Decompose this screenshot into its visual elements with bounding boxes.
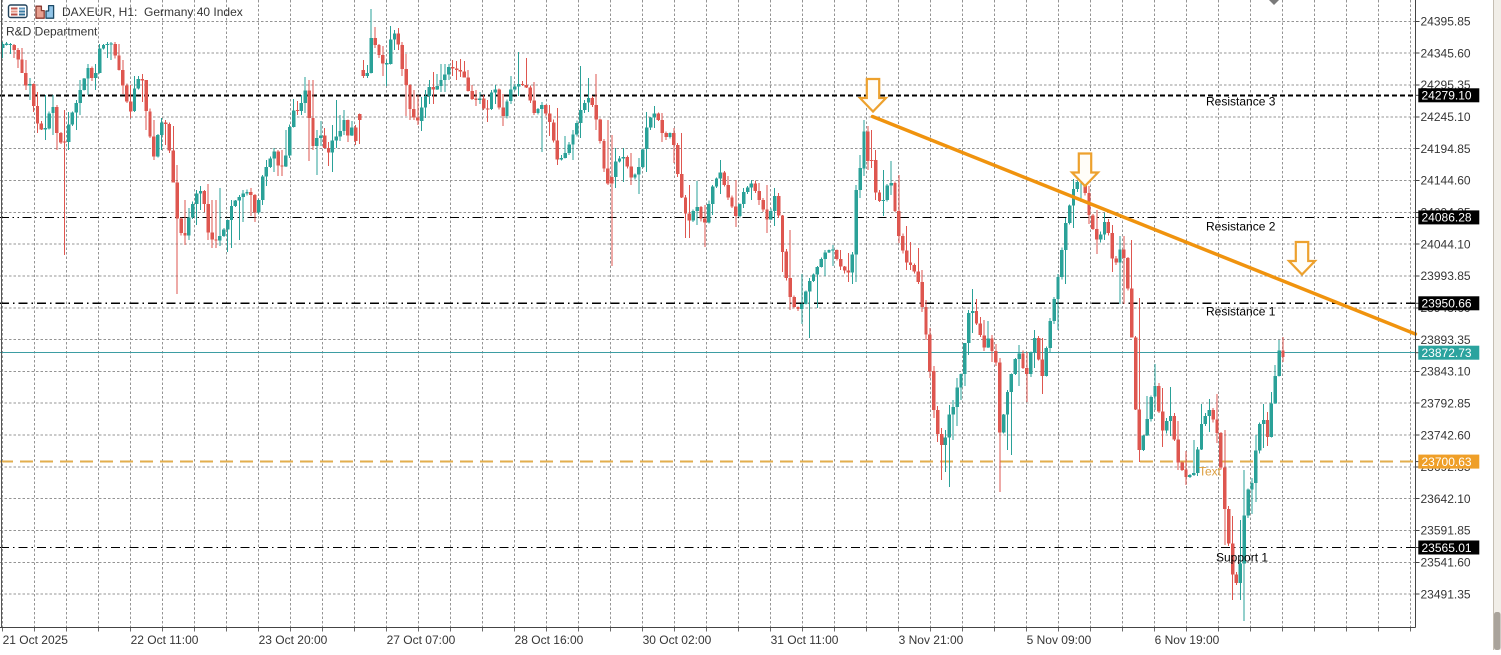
svg-text:24194.85: 24194.85 [1421,142,1471,156]
svg-text:23642.10: 23642.10 [1421,492,1471,506]
svg-text:22 Oct 11:00: 22 Oct 11:00 [131,633,199,647]
svg-text:Support 1: Support 1 [1216,551,1268,565]
svg-text:24144.60: 24144.60 [1421,174,1471,188]
svg-text:27 Oct 07:00: 27 Oct 07:00 [387,633,456,647]
svg-text:23843.10: 23843.10 [1421,365,1471,379]
svg-text:23872.73: 23872.73 [1422,346,1472,360]
svg-text:23541.60: 23541.60 [1421,556,1471,570]
svg-text:23 Oct 20:00: 23 Oct 20:00 [259,633,328,647]
svg-text:23993.85: 23993.85 [1421,269,1471,283]
svg-text:23950.66: 23950.66 [1422,297,1472,311]
svg-text:Resistance 3: Resistance 3 [1206,95,1276,109]
svg-text:24395.85: 24395.85 [1421,15,1471,29]
svg-text:24279.10: 24279.10 [1422,89,1472,103]
svg-text:30 Oct 02:00: 30 Oct 02:00 [643,633,712,647]
svg-text:Resistance 2: Resistance 2 [1206,220,1276,234]
svg-text:23893.35: 23893.35 [1421,333,1471,347]
svg-text:24086.28: 24086.28 [1422,211,1472,225]
svg-text:23792.85: 23792.85 [1421,396,1471,410]
svg-text:23700.63: 23700.63 [1422,455,1472,469]
svg-text:24245.10: 24245.10 [1421,110,1471,124]
svg-text:R&D Department: R&D Department [6,25,98,39]
svg-text:28 Oct 16:00: 28 Oct 16:00 [515,633,584,647]
svg-text:23591.85: 23591.85 [1421,524,1471,538]
svg-text:23565.01: 23565.01 [1422,541,1472,555]
svg-text:23742.60: 23742.60 [1421,428,1471,442]
svg-text:24044.10: 24044.10 [1421,237,1471,251]
svg-text:DAXEUR, H1: Germany 40 Index: DAXEUR, H1: Germany 40 Index [62,5,243,19]
svg-text:Text: Text [1199,465,1222,479]
svg-text:21 Oct 2025: 21 Oct 2025 [3,633,69,647]
svg-text:5 Nov 09:00: 5 Nov 09:00 [1027,633,1092,647]
svg-text:6 Nov 19:00: 6 Nov 19:00 [1155,633,1220,647]
svg-text:24345.60: 24345.60 [1421,46,1471,60]
svg-text:23491.35: 23491.35 [1421,587,1471,601]
svg-text:31 Oct 11:00: 31 Oct 11:00 [771,633,839,647]
svg-text:Resistance 1: Resistance 1 [1206,305,1276,319]
svg-text:3 Nov 21:00: 3 Nov 21:00 [899,633,964,647]
